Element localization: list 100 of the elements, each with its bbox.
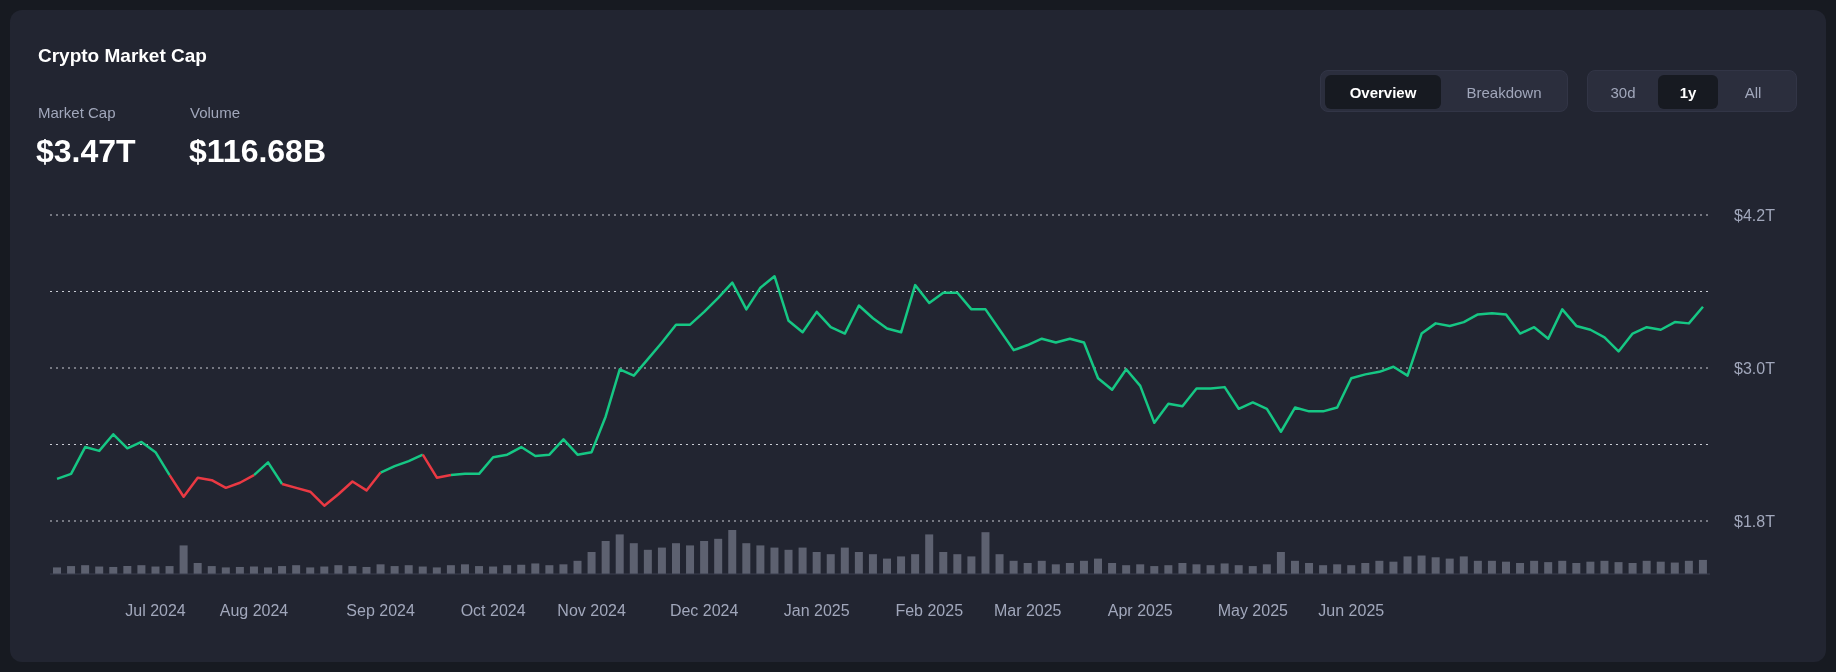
bar [1262, 564, 1271, 574]
bar [334, 565, 343, 574]
bar [1459, 556, 1468, 574]
bar [1065, 563, 1074, 574]
bar [601, 541, 610, 574]
bar [1094, 558, 1103, 574]
bar [545, 565, 554, 574]
bar [1347, 565, 1356, 574]
bar [573, 560, 582, 574]
bar [1642, 560, 1651, 574]
bar [1516, 563, 1525, 574]
bar [911, 554, 920, 574]
bar [1445, 558, 1454, 574]
bar [1136, 564, 1145, 574]
bar [1361, 563, 1370, 574]
bar [981, 532, 990, 574]
bar [1333, 564, 1342, 574]
bar [1079, 560, 1088, 574]
bar [686, 545, 695, 574]
text: 30d [1609, 82, 1637, 103]
text: Volume [190, 104, 241, 121]
bar [1164, 565, 1173, 574]
text: Overview [1325, 75, 1441, 109]
bar [840, 547, 849, 574]
bar [629, 543, 638, 574]
y-tick-label: $1.8T [1734, 512, 1776, 530]
bar [1487, 560, 1496, 574]
bar [700, 541, 709, 574]
bar [1403, 556, 1412, 574]
x-tick-label: Mar 2025 [993, 602, 1062, 620]
bar [1558, 560, 1567, 574]
y-tick-label: $4.2T [1734, 206, 1776, 224]
x-tick-label: Jan 2025 [783, 602, 850, 620]
bar [967, 556, 976, 574]
bar [868, 554, 877, 574]
bar [657, 547, 666, 574]
bar [770, 547, 779, 574]
bar [1600, 560, 1609, 574]
bar [1698, 559, 1707, 574]
bar [446, 565, 455, 574]
text: $116.68B [189, 133, 327, 170]
bar [193, 563, 202, 574]
bar [939, 552, 948, 574]
bar [531, 563, 540, 574]
bar [1544, 562, 1553, 574]
bar [798, 547, 807, 574]
bar [587, 552, 596, 574]
bar [615, 534, 624, 574]
bar [1431, 557, 1440, 574]
bar [1628, 563, 1637, 574]
bar [1051, 564, 1060, 574]
x-tick-label: Feb 2025 [895, 602, 964, 620]
bar [559, 564, 568, 574]
x-tick-label: Jun 2025 [1318, 602, 1385, 620]
bar [953, 554, 962, 574]
bar [1530, 560, 1539, 574]
bar [1319, 565, 1328, 574]
bar [376, 564, 385, 574]
text: 1y [1658, 75, 1718, 109]
text: Market Cap [38, 104, 116, 121]
bar [1037, 560, 1046, 574]
bar [179, 545, 188, 574]
bar [1023, 563, 1032, 574]
bar [1375, 560, 1384, 574]
bar [812, 552, 821, 574]
bar [1276, 552, 1285, 574]
bar [925, 534, 934, 574]
bar [671, 543, 680, 574]
x-tick-label: Nov 2024 [557, 602, 626, 620]
bar [1206, 565, 1215, 574]
bar [1108, 563, 1117, 574]
bar [854, 552, 863, 574]
bar [264, 567, 273, 574]
bar [742, 543, 751, 574]
x-tick-label: May 2025 [1217, 602, 1289, 620]
x-tick-label: Oct 2024 [460, 602, 526, 620]
bar [1417, 555, 1426, 574]
x-tick-label: Jul 2024 [125, 602, 186, 620]
bar [404, 565, 413, 574]
bar [1473, 560, 1482, 574]
bar [1572, 563, 1581, 574]
bar [784, 549, 793, 574]
bar [53, 567, 61, 574]
bar [897, 556, 906, 574]
bar [1009, 560, 1018, 574]
bar [292, 565, 301, 574]
bar [756, 545, 765, 574]
bar [503, 565, 512, 574]
bar [1122, 565, 1131, 574]
text: All [1743, 82, 1763, 103]
bar [1614, 562, 1623, 574]
bar [81, 565, 90, 574]
bar [1234, 565, 1243, 574]
bar [1684, 560, 1693, 574]
bar [1290, 560, 1299, 574]
x-tick-label: Aug 2024 [219, 602, 289, 620]
bar [1305, 563, 1314, 574]
x-tick-label: Sep 2024 [346, 602, 415, 620]
bar [460, 564, 469, 574]
text: $3.47T [36, 133, 136, 170]
